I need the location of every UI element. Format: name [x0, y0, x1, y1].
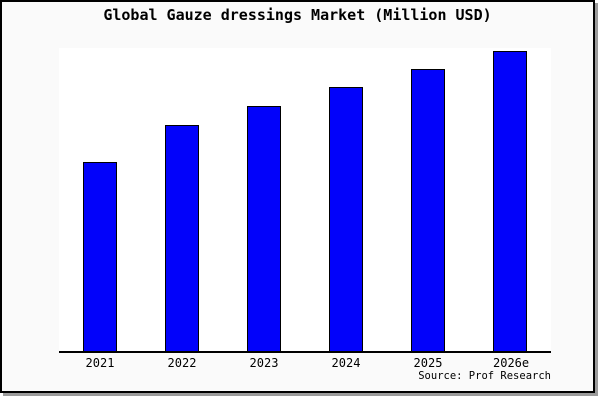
bar-2022	[165, 125, 199, 351]
x-tick-2023: 2023	[249, 356, 279, 370]
plot-area	[59, 48, 551, 353]
chart-title: Global Gauze dressings Market (Million U…	[103, 6, 492, 24]
x-tick-2021: 2021	[85, 356, 115, 370]
bar-2025	[411, 69, 445, 351]
source-note: Source: Prof Research	[418, 370, 551, 382]
x-tick-2026e: 2026e	[493, 356, 530, 370]
x-tick-2024: 2024	[331, 356, 361, 370]
x-tick-2022: 2022	[167, 356, 197, 370]
x-tick-2025: 2025	[413, 356, 443, 370]
bar-2024	[329, 87, 363, 351]
bar-2023	[247, 105, 281, 351]
x-axis: 2021 2022 2023 2024 2025 2026e	[59, 356, 551, 370]
bar-2026e	[493, 51, 527, 351]
bar-2021	[83, 162, 117, 351]
chart-window: Global Gauze dressings Market (Million U…	[0, 0, 595, 393]
